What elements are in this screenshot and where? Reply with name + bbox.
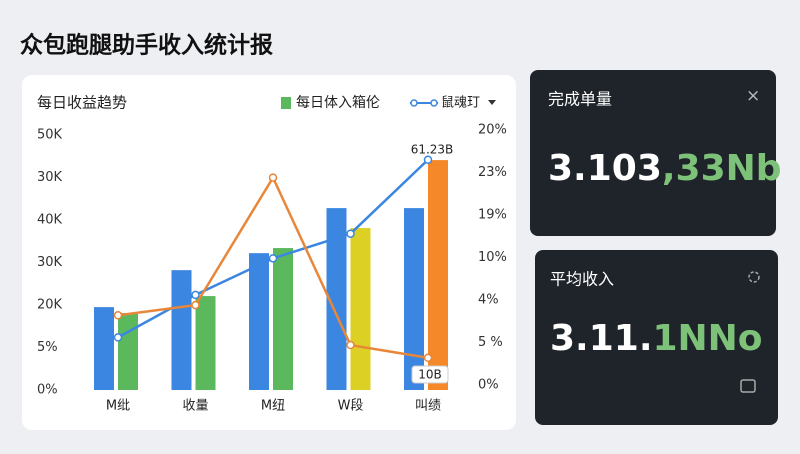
legend-dot — [410, 99, 418, 107]
line-point — [113, 333, 123, 342]
line-point — [191, 300, 200, 310]
annotation: 61.23B — [411, 143, 454, 157]
value-part: ,33Nb — [662, 148, 782, 189]
legend-dot — [430, 99, 438, 107]
settings-icon[interactable] — [748, 271, 760, 283]
value-part: 3.11. — [550, 318, 653, 359]
chat-icon[interactable] — [740, 379, 756, 393]
legend-label[interactable]: 每日体入箱伦 — [296, 95, 380, 111]
line-point — [268, 173, 278, 182]
card-title: 平均收入 — [550, 270, 614, 289]
y-tick-label: 5% — [37, 340, 58, 355]
bar — [171, 270, 192, 390]
bar — [326, 208, 347, 390]
legend-label[interactable]: 鼠魂玎 — [441, 95, 480, 111]
legend-swatch — [281, 97, 291, 109]
y-tick-label: 30K — [37, 255, 63, 270]
y2-tick-label: 19% — [478, 208, 507, 223]
line-point — [113, 311, 123, 320]
line-point — [346, 340, 355, 350]
chart-title: 每日收益趋势 — [37, 94, 127, 112]
close-icon[interactable]: × — [746, 86, 760, 106]
y2-tick-label: 5 % — [478, 335, 503, 350]
bar — [118, 313, 138, 390]
bar — [350, 228, 371, 390]
line-point — [191, 290, 200, 300]
line-point — [423, 155, 433, 164]
y-tick-label: 30K — [37, 170, 63, 185]
value-part: 1NNo — [653, 318, 763, 359]
y-tick-label: 0% — [37, 383, 58, 398]
card-title: 完成单量 — [548, 90, 612, 109]
bar — [249, 253, 269, 390]
chart-card — [22, 75, 516, 430]
bar — [94, 307, 114, 390]
y2-tick-label: 10% — [478, 250, 507, 265]
bar — [428, 160, 448, 390]
y2-tick-label: 23% — [478, 165, 507, 180]
line-point — [423, 353, 433, 363]
bar — [273, 248, 293, 390]
bar — [195, 296, 216, 390]
bar — [404, 208, 424, 390]
x-tick-label: M纽 — [261, 399, 285, 414]
line-point — [346, 229, 355, 238]
dropdown-arrow[interactable] — [488, 100, 496, 105]
stat-card — [530, 70, 776, 236]
card-value: 3.103,33Nb — [548, 148, 782, 189]
y-tick-label: 20K — [37, 298, 63, 313]
annotation-box — [411, 365, 449, 384]
value-part: 3.103 — [548, 148, 662, 189]
x-tick-label: M纰 — [106, 399, 130, 414]
y2-tick-label: 0% — [478, 378, 499, 393]
y2-tick-label: 4% — [478, 293, 499, 308]
y-tick-label: 40K — [37, 213, 63, 228]
page-title: 众包跑腿助手收入统计报 — [20, 32, 273, 59]
annotation: 10B — [418, 368, 442, 382]
y2-tick-label: 20% — [478, 123, 507, 138]
x-tick-label: 叫绩 — [415, 399, 441, 414]
stat-card — [535, 250, 778, 425]
x-tick-label: W段 — [338, 399, 364, 414]
card-value: 3.11.1NNo — [550, 318, 763, 359]
x-tick-label: 收量 — [182, 399, 208, 414]
line-point — [268, 254, 278, 263]
y-tick-label: 50K — [37, 128, 63, 143]
